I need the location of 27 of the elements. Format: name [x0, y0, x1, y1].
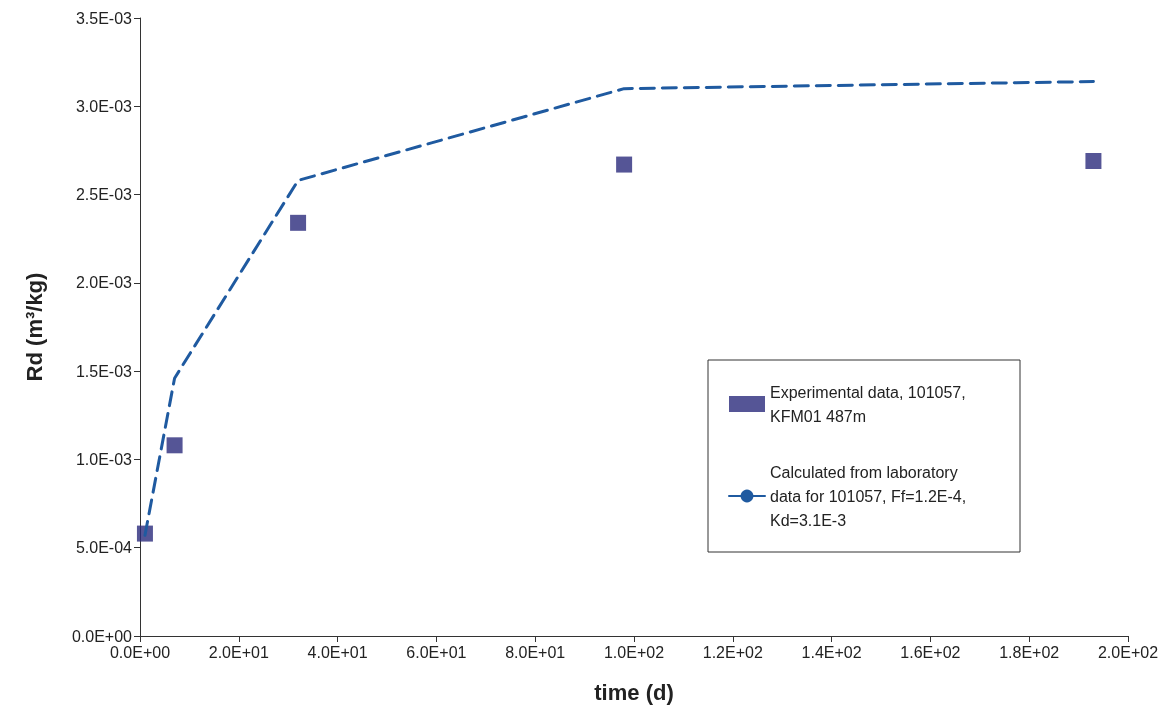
y-tick-label: 3.0E-03: [75, 97, 133, 115]
point: [290, 214, 307, 231]
y-tick-label: 0.0E+00: [71, 627, 133, 645]
y-tick-label: 1.5E-03: [75, 362, 133, 380]
legend-label: Experimental data, 101057, KFM01 487m: [770, 383, 971, 425]
x-tick-label: 1.6E+02: [900, 643, 961, 661]
legend-label: Calculated from laboratory data for 101057, Ff=1.2E-4, Kd=3.1E-3: [770, 463, 971, 529]
x-tick-label: 0.0E+00: [109, 643, 171, 661]
point: [166, 437, 183, 454]
x-tick-label: 2.0E+01: [208, 643, 269, 661]
y-tick-label: 2.5E-03: [75, 186, 133, 204]
y-tick-label: 5.0E-04: [75, 539, 133, 557]
x-tick-label: 1.2E+02: [702, 643, 763, 661]
point: [1085, 153, 1102, 170]
x-tick-label: 1.4E+02: [801, 643, 862, 661]
x-tick-label: 6.0E+01: [406, 643, 467, 661]
x-tick-label: 2.0E+02: [1097, 643, 1159, 661]
y-axis-title: Rd (m³/kg): [21, 272, 47, 382]
y-tick-label: 1.0E-03: [75, 450, 133, 468]
y-tick-label: 2.0E-03: [75, 274, 133, 292]
x-axis-title: time (d): [594, 679, 674, 705]
x-tick-label: 8.0E+01: [505, 643, 566, 661]
x-tick-label: 1.0E+02: [603, 643, 665, 661]
x-tick-label: 1.8E+02: [999, 643, 1060, 661]
y-tick-label: 3.5E-03: [75, 9, 133, 27]
x-tick-label: 4.0E+01: [307, 643, 368, 661]
point: [616, 156, 633, 173]
